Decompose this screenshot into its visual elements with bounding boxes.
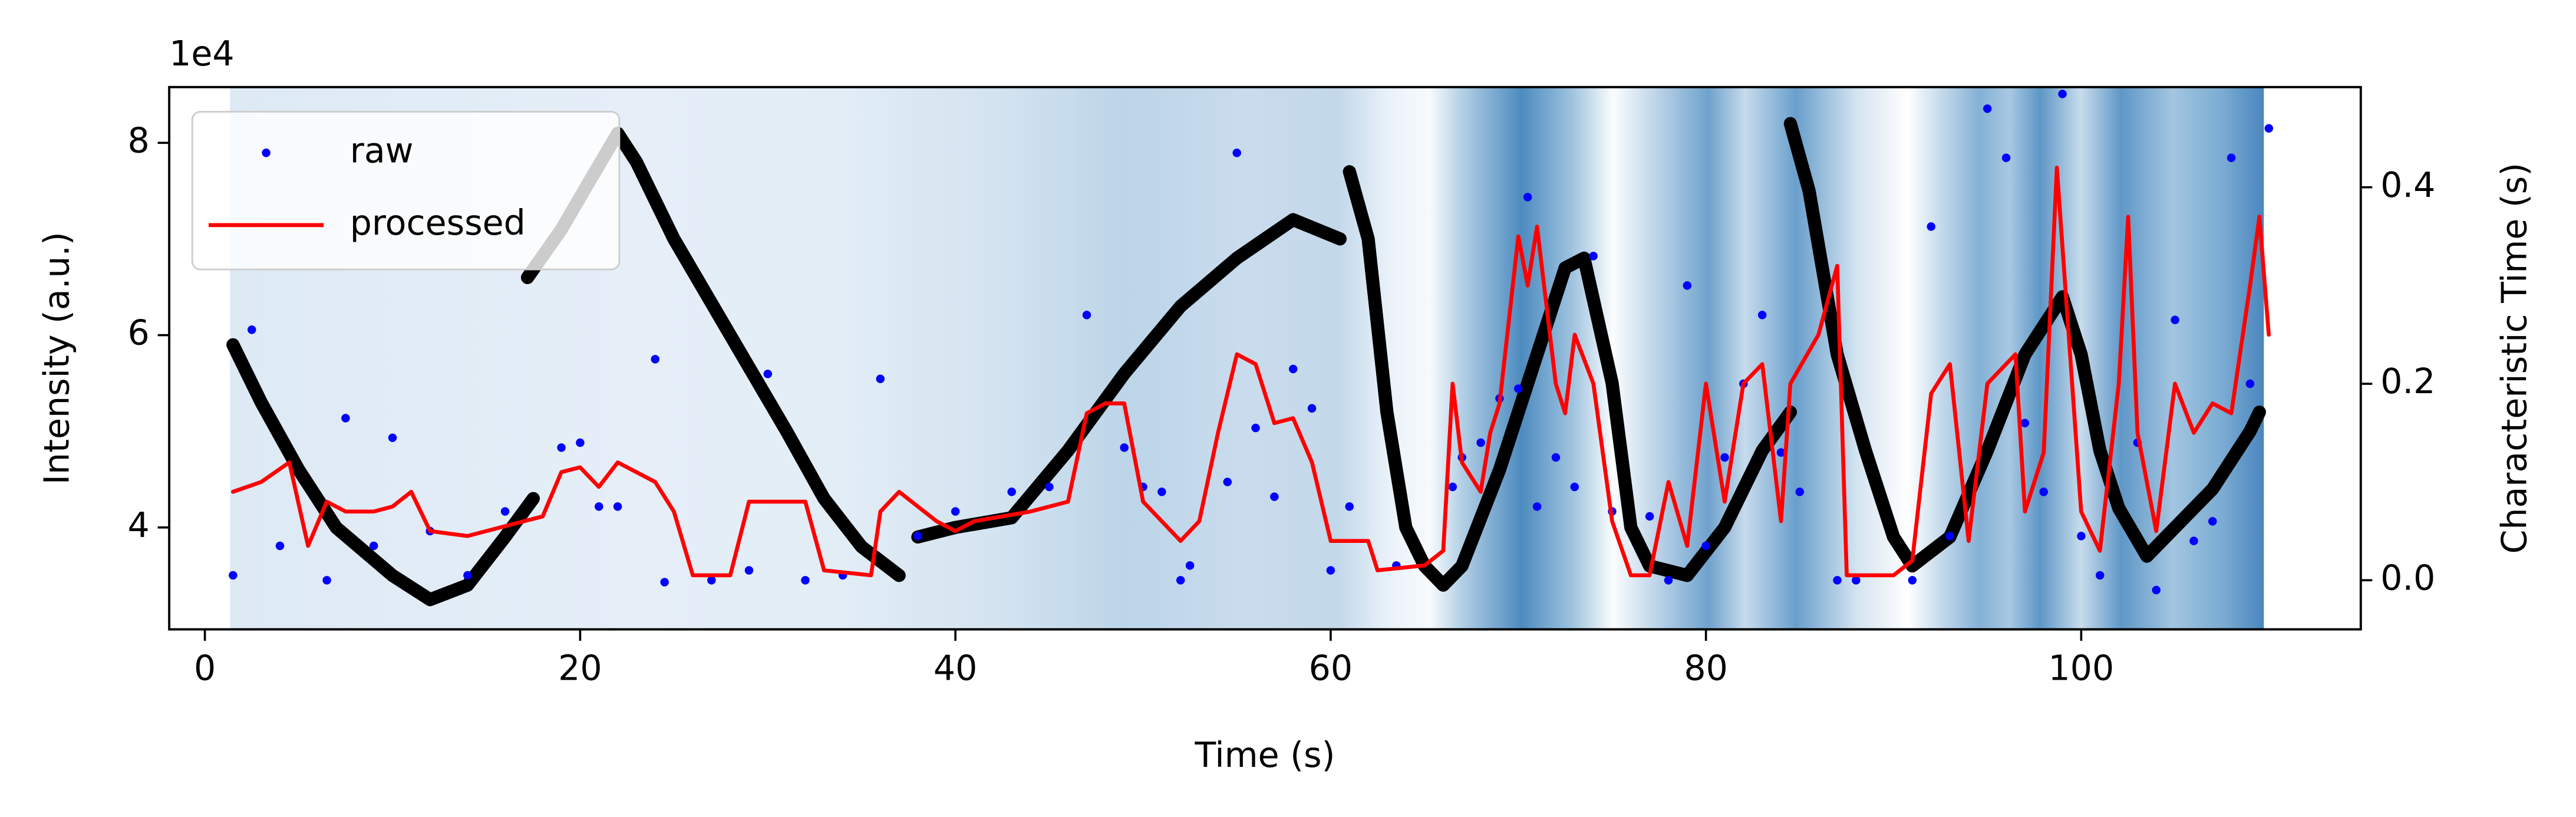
scatter-point bbox=[1983, 104, 1992, 113]
scatter-point bbox=[247, 325, 256, 334]
scatter-point bbox=[1795, 487, 1805, 496]
x-tick-label: 80 bbox=[1684, 648, 1727, 688]
scatter-point bbox=[1345, 502, 1354, 511]
scatter-point bbox=[1551, 453, 1561, 462]
scatter-point bbox=[1776, 448, 1786, 457]
scatter-point bbox=[500, 507, 510, 516]
scatter-point bbox=[2264, 124, 2274, 133]
scatter-point bbox=[1833, 576, 1842, 585]
x-axis-label: Time (s) bbox=[1194, 735, 1335, 775]
axes-frame bbox=[168, 85, 2362, 631]
scatter-point bbox=[2245, 379, 2255, 388]
scatter-point bbox=[388, 433, 397, 442]
x-tick-label: 100 bbox=[2049, 648, 2115, 688]
scatter-point bbox=[1589, 252, 1598, 261]
scatter-point bbox=[1570, 482, 1579, 492]
x-tick-label: 60 bbox=[1309, 648, 1353, 688]
x-tick-label: 40 bbox=[934, 648, 977, 688]
scatter-point bbox=[1514, 384, 1523, 393]
scatter-point bbox=[1476, 438, 1485, 447]
scatter-point bbox=[1232, 149, 1241, 157]
scatter-point bbox=[651, 355, 659, 364]
scatter-point bbox=[613, 502, 622, 511]
scatter-point bbox=[557, 443, 566, 452]
scatter-point bbox=[913, 532, 922, 541]
scatter-point bbox=[1176, 576, 1185, 585]
scatter-point bbox=[275, 541, 285, 551]
scatter-point bbox=[576, 438, 585, 447]
scatter-point bbox=[2152, 585, 2161, 595]
scatter-point bbox=[2020, 419, 2030, 427]
legend: raw processed bbox=[191, 111, 621, 271]
scatter-point bbox=[707, 576, 716, 585]
x-tick-label: 20 bbox=[558, 648, 602, 688]
scatter-point bbox=[369, 541, 378, 551]
plot-area bbox=[226, 90, 2274, 607]
scatter-point bbox=[1223, 477, 1232, 486]
x-tick-label: 0 bbox=[194, 648, 216, 688]
scatter-point bbox=[1288, 364, 1298, 374]
scatter-point bbox=[1945, 532, 1954, 541]
y-axis-label: Intensity (a.u.) bbox=[37, 232, 77, 485]
y2-tick-label: 0.2 bbox=[2380, 361, 2435, 401]
scatter-point bbox=[1045, 482, 1054, 492]
scatter-point bbox=[1908, 576, 1917, 585]
scatter-point bbox=[1270, 492, 1279, 501]
scatter-point bbox=[1448, 482, 1457, 492]
scatter-point bbox=[1307, 404, 1317, 413]
legend-label: raw bbox=[350, 130, 414, 170]
scatter-point bbox=[594, 502, 603, 511]
y2-tick-label: 0.0 bbox=[2380, 558, 2435, 598]
scatter-point bbox=[2189, 536, 2198, 545]
scatter-point bbox=[2227, 153, 2236, 162]
scatter-point bbox=[1157, 487, 1166, 496]
y-tick-label: 6 bbox=[127, 313, 149, 353]
scatter-point bbox=[1007, 487, 1016, 496]
scatter-point bbox=[229, 571, 238, 580]
y-tick-label: 4 bbox=[127, 505, 149, 545]
scatter-point bbox=[2039, 487, 2048, 496]
scatter-point bbox=[801, 576, 810, 585]
scatter-point bbox=[1927, 222, 1935, 231]
scatter-point bbox=[1251, 423, 1260, 433]
y2-tick-label: 0.4 bbox=[2380, 165, 2435, 205]
scatter-point bbox=[1683, 281, 1692, 290]
scatter-point bbox=[1852, 576, 1861, 585]
scatter-point bbox=[2096, 571, 2105, 580]
scatter-point bbox=[763, 370, 773, 378]
legend-marker bbox=[262, 149, 271, 157]
scatter-point bbox=[1720, 453, 1729, 462]
y2-axis-label: Characteristic Time (s) bbox=[2495, 163, 2535, 554]
scatter-point bbox=[1185, 561, 1195, 570]
scatter-point bbox=[1645, 512, 1654, 521]
scatter-point bbox=[1523, 193, 1532, 202]
y-tick-label: 8 bbox=[127, 120, 149, 160]
scatter-point bbox=[1120, 443, 1129, 452]
scatter-point bbox=[660, 578, 669, 587]
offset-text: 1e4 bbox=[169, 34, 234, 74]
scatter-point bbox=[1532, 502, 1542, 511]
intensity-trace bbox=[226, 117, 2266, 607]
scatter-point bbox=[2171, 315, 2179, 324]
scatter-point bbox=[463, 571, 472, 580]
scatter-point bbox=[1664, 576, 1673, 585]
scatter-point bbox=[951, 507, 960, 516]
scatter-point bbox=[2208, 517, 2217, 526]
scatter-point bbox=[876, 374, 885, 383]
scatter-point bbox=[1757, 311, 1767, 319]
legend-box bbox=[191, 111, 621, 271]
scatter-point bbox=[744, 566, 754, 575]
scatter-point bbox=[2001, 153, 2011, 162]
scatter-point bbox=[1082, 311, 1091, 319]
scatter-point bbox=[2077, 532, 2086, 541]
scatter-point bbox=[1701, 541, 1710, 551]
scatter-point bbox=[2058, 90, 2067, 98]
scatter-point bbox=[322, 576, 331, 585]
legend-label: processed bbox=[350, 203, 526, 243]
series-line bbox=[230, 165, 2271, 578]
scatter-point bbox=[1326, 566, 1335, 575]
scatter-point bbox=[341, 414, 350, 423]
